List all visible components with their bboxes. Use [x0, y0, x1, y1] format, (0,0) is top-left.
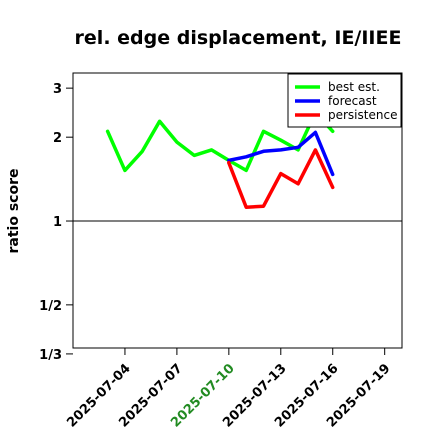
y-tick-label: 2 — [53, 131, 62, 146]
legend-label: persistence — [328, 108, 397, 122]
y-tick-label: 1/3 — [39, 348, 62, 363]
plot-frame — [72, 72, 403, 349]
series-line-forecast — [227, 130, 335, 177]
legend-label: forecast — [328, 94, 377, 108]
y-tick-label: 1 — [53, 215, 62, 230]
series-line-persistence — [227, 148, 335, 210]
y-tick-label: 1/2 — [39, 299, 62, 314]
legend-label: best est. — [328, 80, 380, 94]
x-axis: 2025-07-042025-07-072025-07-102025-07-13… — [64, 348, 394, 431]
y-axis: 3 2 1 1/2 1/3 — [39, 82, 73, 363]
y-axis-label: ratio score — [6, 169, 22, 254]
y-tick-label: 3 — [53, 82, 62, 97]
chart-title: rel. edge displacement, IE/IIEE — [75, 27, 402, 49]
